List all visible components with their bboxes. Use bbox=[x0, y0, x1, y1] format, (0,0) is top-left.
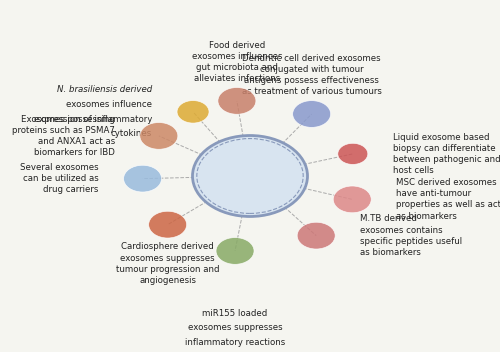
Ellipse shape bbox=[297, 222, 335, 249]
Text: N. brasiliensis derived: N. brasiliensis derived bbox=[57, 85, 152, 94]
Text: M.TB derived
exosomes contains
specific peptides useful
as biomarkers: M.TB derived exosomes contains specific … bbox=[360, 214, 462, 257]
Ellipse shape bbox=[292, 101, 331, 127]
Text: exosomes influence: exosomes influence bbox=[66, 100, 152, 109]
Text: Dendritic cell derived exosomes
conjugated with tumour
antigens possess effectiv: Dendritic cell derived exosomes conjugat… bbox=[242, 54, 382, 96]
Text: inflammatory reactions: inflammatory reactions bbox=[185, 338, 285, 347]
Ellipse shape bbox=[333, 186, 371, 213]
Ellipse shape bbox=[338, 143, 368, 164]
Text: Exosomes possessing
proteins such as PSMA7
and ANXA1 act as
biomarkers for IBD: Exosomes possessing proteins such as PSM… bbox=[12, 115, 115, 157]
Ellipse shape bbox=[148, 211, 186, 238]
Text: miR155 loaded: miR155 loaded bbox=[202, 309, 268, 318]
Ellipse shape bbox=[177, 101, 209, 123]
Ellipse shape bbox=[192, 136, 308, 216]
Text: MSC derived exosomes
have anti-tumour
properties as well as act
as biomarkers: MSC derived exosomes have anti-tumour pr… bbox=[396, 178, 500, 221]
Text: Food derived
exosomes influences
gut microbiota and
alleviates infections: Food derived exosomes influences gut mic… bbox=[192, 41, 282, 83]
Ellipse shape bbox=[124, 165, 162, 192]
Text: exosomes suppresses: exosomes suppresses bbox=[188, 323, 282, 332]
Text: Liquid exosome based
biopsy can differentiate
between pathogenic and
host cells: Liquid exosome based biopsy can differen… bbox=[393, 133, 500, 175]
Text: Several exosomes
can be utilized as
drug carriers: Several exosomes can be utilized as drug… bbox=[20, 163, 98, 194]
Text: cytokines: cytokines bbox=[111, 130, 152, 138]
Ellipse shape bbox=[216, 238, 254, 264]
Text: Cardiosphere derived
exosomes suppresses
tumour progression and
angiogenesis: Cardiosphere derived exosomes suppresses… bbox=[116, 243, 220, 285]
Text: expression of inflammatory: expression of inflammatory bbox=[34, 115, 152, 124]
Ellipse shape bbox=[140, 122, 178, 149]
Ellipse shape bbox=[218, 88, 256, 114]
